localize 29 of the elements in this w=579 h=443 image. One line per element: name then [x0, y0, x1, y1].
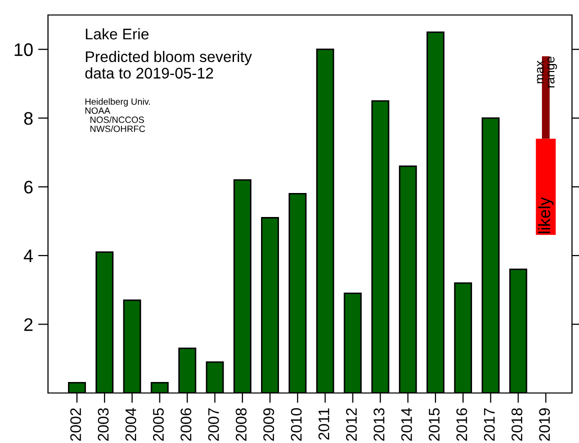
y-tick-label: 2 — [24, 318, 33, 331]
x-tick-label: 2002 — [70, 408, 82, 441]
x-tick-label: 2014 — [401, 408, 412, 441]
x-tick-label: 2009 — [263, 408, 274, 441]
x-tick-label: 2008 — [236, 408, 247, 441]
text: Predicted bloom severity data to 2019-05-12 — [85, 50, 252, 79]
text: Lake Erie — [86, 28, 149, 40]
bar — [536, 138, 556, 235]
x-tick-label: 2018 — [512, 408, 522, 441]
x-tick-label: 2016 — [456, 408, 468, 441]
x-tick-label: 2010 — [290, 408, 302, 441]
y-tick-label: 4 — [24, 250, 33, 262]
x-tick-label: 2011 — [318, 408, 330, 440]
y-tick-label: 8 — [24, 112, 33, 125]
x-tick-label: 2006 — [180, 408, 192, 441]
x-tick-label: 2019 — [539, 408, 550, 441]
series-label: likely — [538, 197, 554, 234]
series-label: max range — [536, 56, 557, 88]
x-tick-label: 2003 — [98, 408, 109, 441]
x-tick-label: 2017 — [484, 408, 495, 441]
y-tick-label: 10 — [14, 43, 33, 56]
x-tick-label: 2004 — [125, 408, 136, 441]
y-tick-label: 6 — [24, 180, 33, 194]
x-tick-label: 2015 — [428, 408, 440, 441]
x-tick-label: 2007 — [208, 408, 219, 441]
annotation: Heidelberg Univ. NOAA NOS/NCCOS NWS/OHRFC — [85, 98, 150, 132]
x-tick-label: 2005 — [152, 408, 164, 441]
x-tick-label: 2012 — [346, 408, 357, 441]
x-tick-label: 2013 — [374, 408, 384, 441]
